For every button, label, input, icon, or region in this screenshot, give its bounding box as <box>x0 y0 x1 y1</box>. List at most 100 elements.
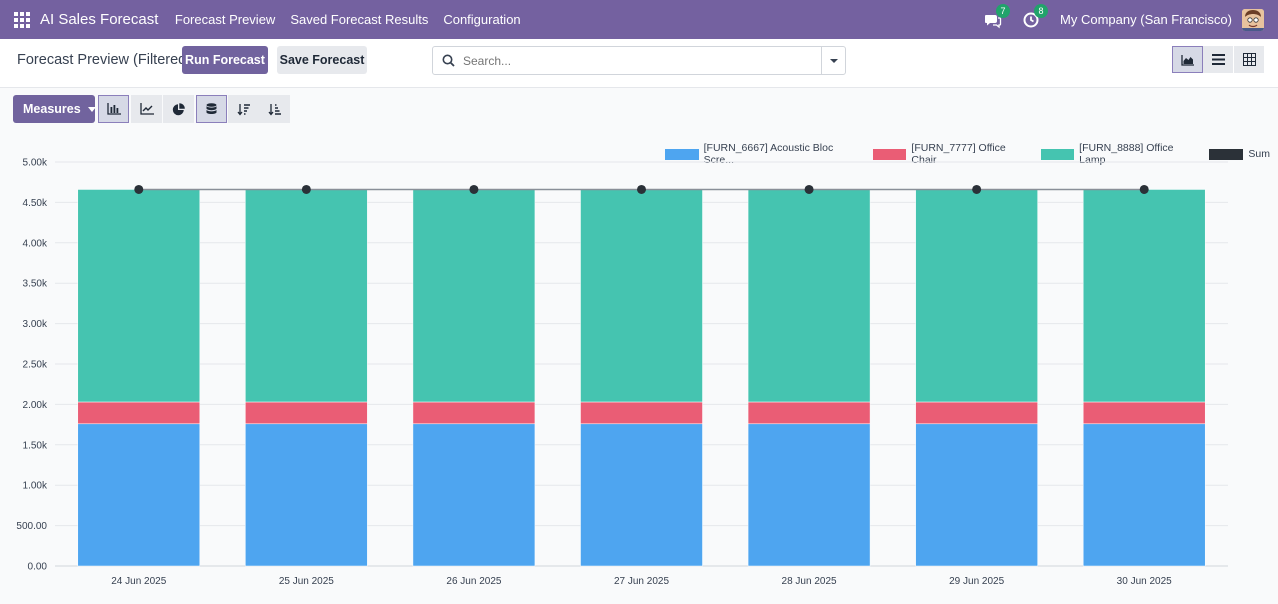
app-title[interactable]: AI Sales Forecast <box>40 11 159 28</box>
search-bar <box>432 46 846 75</box>
bar-segment[interactable] <box>412 423 536 567</box>
legend-item[interactable]: [FURN_6667] Acoustic Bloc Scre... <box>665 142 865 166</box>
bar-segment[interactable] <box>580 423 703 567</box>
x-tick-label: 26 Jun 2025 <box>446 576 501 587</box>
database-icon <box>206 102 217 114</box>
sort-descending-button[interactable] <box>228 95 259 123</box>
sort-ascending-icon <box>268 103 281 116</box>
bar-segment[interactable] <box>580 189 703 403</box>
bar-segment[interactable] <box>412 189 536 403</box>
user-avatar[interactable] <box>1242 8 1264 31</box>
clock-icon <box>1023 12 1039 27</box>
bar-segment[interactable] <box>1082 423 1206 567</box>
measures-dropdown[interactable]: Measures <box>13 95 96 123</box>
legend-item[interactable]: [FURN_8888] Office Lamp <box>1040 142 1202 166</box>
company-switcher[interactable]: My Company (San Francisco) <box>1060 12 1232 27</box>
bar-segment[interactable] <box>1082 401 1206 425</box>
view-switcher <box>1172 46 1265 73</box>
caret-down-icon <box>87 106 96 112</box>
main-menu: Forecast Preview Saved Forecast Results … <box>167 12 528 27</box>
bar-segment[interactable] <box>580 401 703 425</box>
legend-swatch <box>665 148 699 160</box>
x-tick-label: 28 Jun 2025 <box>782 576 837 587</box>
sum-point[interactable] <box>804 184 814 194</box>
x-tick-label: 24 Jun 2025 <box>111 576 166 587</box>
bar-segment[interactable] <box>747 189 871 403</box>
chat-icon <box>985 14 1002 28</box>
bar-segment[interactable] <box>77 423 201 567</box>
menu-forecast-preview[interactable]: Forecast Preview <box>174 12 276 27</box>
bar-segment[interactable] <box>915 189 1038 403</box>
y-tick-label: 4.00k <box>23 238 48 249</box>
chart-legend: [FURN_6667] Acoustic Bloc Scre... [FURN_… <box>665 142 1278 166</box>
bar-chart-button[interactable] <box>98 95 129 123</box>
apps-menu-icon[interactable] <box>14 11 30 28</box>
stacked-bar-chart: 0.00 500.00 1.00k 1.50k 2.00k 2.50k 3.00k 3.50k… <box>16 158 1228 587</box>
top-navbar: AI Sales Forecast Forecast Preview Saved… <box>0 0 1278 39</box>
legend-swatch <box>872 148 907 160</box>
pie-chart-icon <box>172 102 185 115</box>
stacked-toggle-button[interactable] <box>196 95 227 123</box>
list-view-button[interactable] <box>1203 46 1234 73</box>
menu-saved-forecast-results[interactable]: Saved Forecast Results <box>290 12 429 27</box>
page-title: Forecast Preview (Filtered) <box>17 52 192 68</box>
legend-label: [FURN_6667] Acoustic Bloc Scre... <box>703 142 834 166</box>
save-forecast-button[interactable]: Save Forecast <box>277 46 367 74</box>
bar-segment[interactable] <box>245 423 368 567</box>
graph-view-button[interactable] <box>1172 46 1203 73</box>
caret-down-icon <box>830 59 838 63</box>
menu-configuration[interactable]: Configuration <box>443 12 521 27</box>
y-tick-label: 5.00k <box>23 158 48 169</box>
messages-button[interactable]: 7 <box>984 3 1011 29</box>
x-tick-label: 30 Jun 2025 <box>1117 576 1172 587</box>
pivot-view-button[interactable] <box>1234 46 1265 73</box>
legend-item[interactable]: [FURN_7777] Office Chair <box>872 142 1033 166</box>
line-chart-icon <box>139 103 154 115</box>
bar-segment[interactable] <box>915 401 1038 425</box>
list-icon <box>1211 54 1225 65</box>
y-tick-label: 1.00k <box>23 481 48 492</box>
sum-point[interactable] <box>301 184 311 194</box>
sort-ascending-button[interactable] <box>259 95 290 123</box>
search-icon <box>442 54 455 67</box>
search-input[interactable] <box>463 51 813 71</box>
bar-segment[interactable] <box>412 401 536 425</box>
bar-segment[interactable] <box>915 423 1038 567</box>
measures-label: Measures <box>23 102 81 116</box>
user-avatar-icon <box>1242 8 1264 31</box>
activities-button[interactable]: 8 <box>1022 3 1049 29</box>
bar-segment[interactable] <box>747 401 871 425</box>
table-grid-icon <box>1242 53 1256 66</box>
pie-chart-button[interactable] <box>163 95 194 123</box>
area-chart-icon <box>1180 54 1194 66</box>
bar-segment[interactable] <box>747 423 871 567</box>
y-tick-label: 1.50k <box>23 440 48 451</box>
sum-point[interactable] <box>1139 184 1149 194</box>
sum-point[interactable] <box>637 184 646 194</box>
y-tick-label: 2.00k <box>23 400 48 411</box>
y-tick-label: 4.50k <box>23 198 48 209</box>
y-tick-label: 2.50k <box>23 360 48 371</box>
bar-segment[interactable] <box>245 401 368 425</box>
bar-segment[interactable] <box>245 189 368 403</box>
bar-segment[interactable] <box>77 189 201 403</box>
sum-point[interactable] <box>972 184 982 194</box>
sum-point[interactable] <box>134 184 144 194</box>
run-forecast-button[interactable]: Run Forecast <box>182 46 268 74</box>
bar-segment[interactable] <box>77 401 201 425</box>
legend-label: [FURN_8888] Office Lamp <box>1079 142 1174 166</box>
x-tick-label: 29 Jun 2025 <box>949 576 1004 587</box>
x-tick-label: 27 Jun 2025 <box>614 576 669 587</box>
legend-label: Sum <box>1248 148 1270 160</box>
y-tick-label: 500.00 <box>16 521 47 532</box>
y-tick-label: 0.00 <box>28 562 48 573</box>
bar-segment[interactable] <box>1082 189 1206 403</box>
search-options-toggle[interactable] <box>821 47 845 74</box>
y-tick-label: 3.00k <box>23 319 48 330</box>
systray: 7 8 My Company (San Francisco) <box>984 3 1278 31</box>
legend-item[interactable]: Sum <box>1209 148 1270 160</box>
legend-swatch <box>1040 148 1075 160</box>
sum-point[interactable] <box>469 184 479 194</box>
line-chart-button[interactable] <box>131 95 162 123</box>
messages-badge: 7 <box>996 3 1011 18</box>
